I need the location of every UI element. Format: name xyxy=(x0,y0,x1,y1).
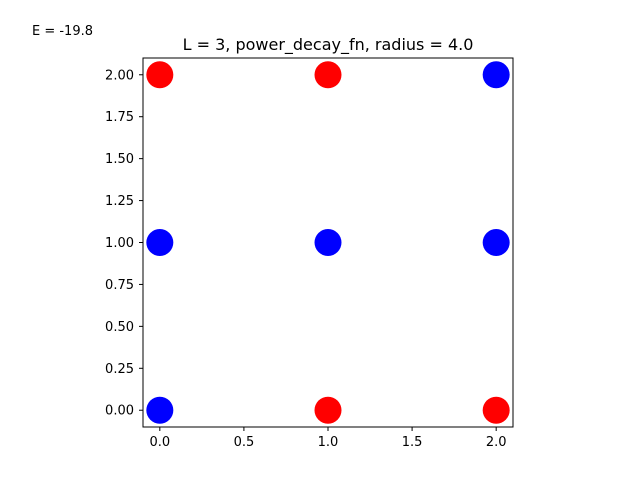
data-point-blue xyxy=(482,229,510,256)
data-point-blue xyxy=(146,229,174,256)
y-tick-label: 0.50 xyxy=(105,320,134,335)
y-tick-label: 0.00 xyxy=(105,404,134,419)
chart-title: L = 3, power_decay_fn, radius = 4.0 xyxy=(183,35,474,55)
data-point-blue xyxy=(314,229,342,256)
x-tick-label: 1.0 xyxy=(318,435,339,450)
x-tick-label: 0.5 xyxy=(234,435,255,450)
x-tick-label: 1.5 xyxy=(402,435,423,450)
x-tick-label: 2.0 xyxy=(486,435,507,450)
y-tick-label: 0.25 xyxy=(105,362,134,377)
y-tick-label: 2.00 xyxy=(105,68,134,83)
y-tick-label: 0.75 xyxy=(105,278,134,293)
data-point-red xyxy=(146,61,174,89)
plot-area: 0.0 0.5 1.0 1.5 2.0 0.00 0.25 0.50 0.75 1.00 1.25 1… xyxy=(105,57,514,450)
y-tick-label: 1.75 xyxy=(105,110,134,125)
y-tick-label: 1.25 xyxy=(105,194,134,209)
data-point-blue xyxy=(482,61,510,89)
x-tick-label: 0.0 xyxy=(149,435,170,450)
y-tick-label: 1.50 xyxy=(105,152,134,167)
data-point-red xyxy=(482,396,510,424)
data-point-red xyxy=(314,61,342,89)
data-point-red xyxy=(314,396,342,424)
y-tick-label: 1.00 xyxy=(105,236,134,251)
data-point-blue xyxy=(146,396,174,424)
energy-label: E = -19.8 xyxy=(32,24,93,39)
